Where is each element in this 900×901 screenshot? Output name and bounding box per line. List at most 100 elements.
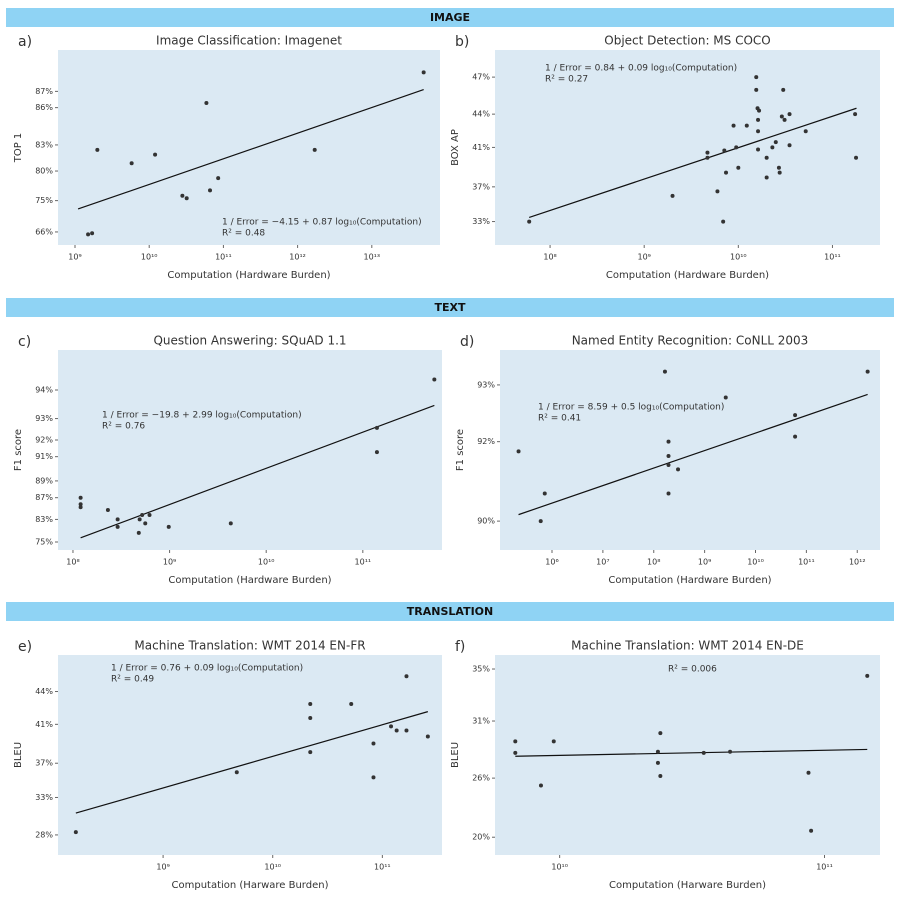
plot-area xyxy=(500,350,880,550)
point xyxy=(757,108,762,113)
plot-area xyxy=(495,50,880,245)
point xyxy=(208,188,213,193)
x-tick-label: 10¹¹ xyxy=(824,253,841,262)
point xyxy=(666,439,671,444)
x-tick-label: 10⁹ xyxy=(163,558,176,567)
y-tick-label: 37% xyxy=(35,759,53,768)
point xyxy=(228,521,233,526)
x-tick-label: 10¹¹ xyxy=(215,253,232,262)
point xyxy=(754,87,759,92)
point xyxy=(90,231,95,236)
plot-area xyxy=(58,50,440,245)
x-tick-label: 10¹⁰ xyxy=(747,558,764,567)
y-tick-label: 20% xyxy=(472,833,490,842)
point xyxy=(312,147,317,152)
point xyxy=(744,123,749,128)
x-axis-label: Computation (Hardware Burden) xyxy=(608,575,771,586)
chart-title: Question Answering: SQuAD 1.1 xyxy=(153,334,346,348)
x-tick-label: 10⁹ xyxy=(68,253,81,262)
x-tick-label: 10⁸ xyxy=(647,558,660,567)
point xyxy=(234,770,239,775)
y-axis-label: TOP 1 xyxy=(13,133,24,164)
point xyxy=(137,517,142,522)
annotation: R² = 0.27 xyxy=(545,75,588,85)
section-bar xyxy=(6,8,894,27)
chart-title: Object Detection: MS COCO xyxy=(604,34,770,48)
y-axis-label: BLEU xyxy=(13,742,24,768)
point xyxy=(374,425,379,430)
point xyxy=(723,395,728,400)
point xyxy=(754,75,759,80)
y-tick-label: 75% xyxy=(35,538,53,547)
point xyxy=(129,161,134,166)
point xyxy=(721,219,726,224)
x-tick-label: 10¹¹ xyxy=(374,863,391,872)
fit-line xyxy=(528,107,857,219)
y-tick-label: 44% xyxy=(35,687,53,696)
y-tick-label: 33% xyxy=(35,793,53,802)
y-tick-label: 89% xyxy=(35,476,53,485)
point xyxy=(86,232,91,237)
x-tick-label: 10¹¹ xyxy=(816,863,833,872)
point xyxy=(776,165,781,170)
annotation: R² = 0.76 xyxy=(102,422,145,432)
point xyxy=(736,165,741,170)
point xyxy=(666,463,671,468)
point xyxy=(793,434,798,439)
point xyxy=(724,170,729,175)
point xyxy=(670,193,675,198)
chart-title: Machine Translation: WMT 2014 EN-FR xyxy=(134,639,365,653)
point xyxy=(204,101,209,106)
point xyxy=(728,749,733,754)
point xyxy=(779,114,784,119)
point xyxy=(676,467,681,472)
point xyxy=(308,750,313,755)
y-tick-label: 75% xyxy=(35,196,53,205)
section-title: IMAGE xyxy=(430,11,470,24)
y-tick-label: 87% xyxy=(35,493,53,502)
point xyxy=(809,828,814,833)
x-tick-label: 10⁹ xyxy=(156,863,169,872)
x-tick-label: 10⁹ xyxy=(698,558,711,567)
point xyxy=(389,724,394,729)
x-tick-label: 10¹⁰ xyxy=(141,253,158,262)
point xyxy=(756,129,761,134)
point xyxy=(527,219,532,224)
y-tick-label: 83% xyxy=(35,515,53,524)
y-tick-label: 94% xyxy=(35,386,53,395)
annotation: R² = 0.006 xyxy=(668,665,717,675)
point xyxy=(666,454,671,459)
point xyxy=(658,731,663,736)
point xyxy=(731,123,736,128)
annotation: 1 / Error = 8.59 + 0.5 log₁₀(Computation… xyxy=(538,403,724,413)
point xyxy=(715,189,720,194)
point xyxy=(756,147,761,152)
chart-title: Machine Translation: WMT 2014 EN-DE xyxy=(571,639,804,653)
plot-area xyxy=(58,350,442,550)
section-title: TEXT xyxy=(434,301,465,314)
x-tick-label: 10¹⁰ xyxy=(258,558,275,567)
x-tick-label: 10⁹ xyxy=(638,253,651,262)
annotation: R² = 0.41 xyxy=(538,414,581,424)
point xyxy=(734,145,739,150)
point xyxy=(782,117,787,122)
x-tick-label: 10¹² xyxy=(849,558,866,567)
chart-title: Named Entity Recognition: CoNLL 2003 xyxy=(572,334,809,348)
point xyxy=(216,176,221,181)
point xyxy=(404,728,409,733)
y-tick-label: 86% xyxy=(35,103,53,112)
point xyxy=(432,377,437,382)
point xyxy=(349,701,354,706)
x-axis-label: Computation (Harware Burden) xyxy=(172,880,329,891)
point xyxy=(793,413,798,418)
point xyxy=(773,140,778,145)
point xyxy=(538,783,543,788)
x-axis-label: Computation (Hardware Burden) xyxy=(167,270,330,281)
point xyxy=(166,524,171,529)
point xyxy=(143,521,148,526)
point xyxy=(770,145,775,150)
panel-label: c) xyxy=(18,334,31,350)
point xyxy=(655,760,660,765)
point xyxy=(777,170,782,175)
y-tick-label: 93% xyxy=(477,380,495,389)
